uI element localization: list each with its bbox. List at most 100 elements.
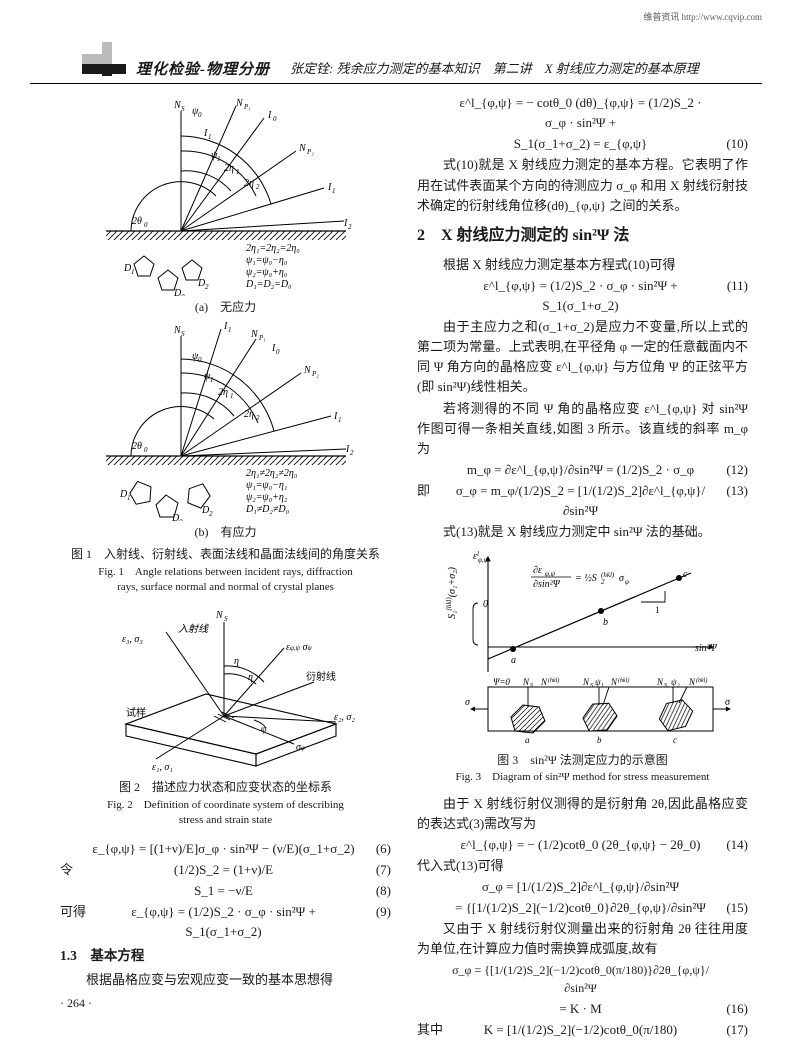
- svg-text:I: I: [267, 110, 272, 121]
- svg-text:P₁: P₁: [258, 334, 266, 342]
- svg-text:S: S: [224, 615, 228, 623]
- svg-text:ψ₁: ψ₁: [595, 677, 604, 687]
- svg-text:P₂: P₂: [311, 370, 319, 378]
- svg-text:a: a: [511, 655, 516, 666]
- eq-11: ε^l_{φ,ψ} = (1/2)S_2 · σ_φ · sin²Ψ + S_1…: [417, 276, 748, 316]
- content-area: NS ψ0 NP₁ I0 I1 ψ1 2η1 2η2 NP₂ I1 I2 2θ0…: [60, 92, 748, 1019]
- svg-text:b: b: [603, 617, 608, 628]
- svg-text:2: 2: [209, 510, 213, 518]
- svg-text:2η: 2η: [244, 178, 254, 189]
- svg-text:D₁=D₂=D₀: D₁=D₂=D₀: [245, 279, 292, 290]
- fig1-caption-cn: 图 1 入射线、衍射线、表面法线和晶面法线间的角度关系: [60, 545, 391, 564]
- svg-text:2: 2: [205, 283, 209, 291]
- section-1-3-heading: 1.3 基本方程: [60, 946, 391, 967]
- header-title: 张定铨: 残余应力测定的基本知识 第二讲 X 射线应力测定的基本原理: [290, 58, 762, 77]
- svg-text:0: 0: [273, 115, 277, 123]
- svg-text:1: 1: [236, 168, 240, 176]
- svg-text:2η: 2η: [244, 409, 254, 420]
- svg-text:σ: σ: [465, 697, 471, 708]
- svg-text:N: N: [303, 365, 312, 376]
- fig2-caption-en1: Fig. 2 Definition of coordinate system o…: [60, 798, 391, 812]
- eq-9: 可得 ε_{φ,ψ} = (1/2)S_2 · σ_φ · sin²Ψ + S_…: [60, 902, 391, 942]
- svg-text:b: b: [597, 735, 602, 745]
- left-column: NS ψ0 NP₁ I0 I1 ψ1 2η1 2η2 NP₂ I1 I2 2θ0…: [60, 92, 391, 1019]
- eq-12: m_φ = ∂ε^l_{φ,ψ}/∂sin²Ψ = (1/2)S_2 · σ_φ…: [417, 460, 748, 480]
- svg-text:1: 1: [208, 133, 212, 141]
- watermark-text: 维普资讯 http://www.cqvip.com: [643, 10, 762, 23]
- svg-text:2: 2: [256, 183, 260, 191]
- svg-text:P₂: P₂: [306, 148, 314, 156]
- svg-text:1: 1: [655, 605, 660, 615]
- svg-text:c: c: [683, 569, 688, 580]
- svg-text:1: 1: [228, 326, 232, 334]
- svg-text:1: 1: [230, 392, 234, 400]
- svg-text:N: N: [656, 677, 664, 687]
- logo-icon: [82, 42, 126, 76]
- svg-text:N: N: [298, 143, 307, 154]
- svg-text:ψ₂: ψ₂: [671, 677, 680, 687]
- figure-3: 1 εφ,ψl sin²Ψ a b c ∂εφ,ψ ∂sin²Ψ = ½S2(h…: [417, 547, 748, 747]
- svg-text:(hkl): (hkl): [548, 677, 559, 684]
- fig1b-sub: (b) 有应力: [195, 523, 257, 542]
- para-2c: 若将测得的不同 Ψ 角的晶格应变 ε^l_{φ,ψ} 对 sin²Ψ 作图可得一…: [417, 399, 748, 459]
- svg-text:φ: φ: [625, 578, 629, 586]
- svg-text:ψ₂=ψ₀+η₀: ψ₂=ψ₀+η₀: [246, 267, 288, 278]
- svg-text:1: 1: [131, 268, 135, 276]
- svg-text:ε₃, σ₃: ε₃, σ₃: [122, 634, 143, 645]
- page-header: 理化检验-物理分册 张定铨: 残余应力测定的基本知识 第二讲 X 射线应力测定的…: [30, 48, 762, 84]
- eq-15-line1: σ_φ = [1/(1/2)S_2]∂ε^l_{φ,ψ}/∂sin²Ψ: [417, 877, 748, 897]
- svg-text:S: S: [664, 683, 667, 689]
- svg-text:η: η: [234, 656, 239, 667]
- svg-text:0: 0: [483, 599, 488, 610]
- svg-text:1: 1: [332, 187, 336, 195]
- svg-text:N: N: [688, 677, 696, 687]
- svg-text:2: 2: [256, 414, 260, 422]
- svg-text:σ: σ: [725, 697, 731, 708]
- fig2-caption-en2: stress and strain state: [60, 813, 391, 827]
- svg-text:φ: φ: [261, 724, 267, 735]
- svg-text:ε₂, σ₂: ε₂, σ₂: [334, 712, 355, 723]
- svg-text:ψ₂=ψ₀+η₂: ψ₂=ψ₀+η₂: [246, 492, 288, 503]
- svg-text:2: 2: [348, 223, 352, 231]
- svg-text:σφ: σφ: [296, 742, 305, 753]
- para-2d: 式(13)就是 X 射线应力测定中 sin²Ψ 法的基础。: [417, 522, 748, 542]
- figure-1b: NS I1 NP₁ I0 ψ0 ψ1 2η1 2η2 NP₂ I1 I2 2θ0…: [60, 321, 391, 542]
- svg-text:η: η: [248, 672, 253, 683]
- svg-text:0: 0: [276, 348, 280, 356]
- para-after-15: 又由于 X 射线衍射仪测量出来的衍射角 2θ 往往用度为单位,在计算应力值时需换…: [417, 919, 748, 959]
- svg-text:0: 0: [144, 446, 148, 454]
- svg-text:c: c: [673, 735, 677, 745]
- fig1-caption-en2: rays, surface normal and normal of cryst…: [60, 580, 391, 594]
- para-2b: 由于主应力之和(σ_1+σ_2)是应力不变量,所以上式的第二项为常量。上式表明,…: [417, 317, 748, 398]
- eq-14: ε^l_{φ,ψ} = − (1/2)cotθ_0 (2θ_{φ,ψ} − 2θ…: [417, 835, 748, 855]
- svg-text:S: S: [181, 105, 185, 113]
- eq-10-line2: S_1(σ_1+σ_2) = ε_{φ,ψ} (10): [417, 134, 748, 154]
- svg-text:εφ,ψ σψ: εφ,ψ σψ: [286, 642, 312, 653]
- para-after-eq10: 式(10)就是 X 射线应力测定的基本方程。它表明了作用在试件表面某个方向的待测…: [417, 155, 748, 215]
- svg-text:0: 0: [181, 293, 185, 296]
- svg-text:N: N: [235, 98, 244, 109]
- svg-text:1: 1: [217, 155, 221, 163]
- fig1-caption-en1: Fig. 1 Angle relations between incident …: [60, 565, 391, 579]
- svg-text:(hkl): (hkl): [601, 571, 615, 579]
- svg-text:a: a: [525, 735, 530, 745]
- svg-text:ψ₁=ψ₀−η₁: ψ₁=ψ₀−η₁: [246, 480, 287, 491]
- svg-text:(hkl): (hkl): [618, 677, 629, 684]
- para-2a: 根据 X 射线应力测定基本方程式(10)可得: [417, 255, 748, 275]
- right-column: ε^l_{φ,ψ} = − cotθ_0 (dθ)_{φ,ψ} = (1/2)S…: [417, 92, 748, 1019]
- svg-text:P₁: P₁: [243, 103, 251, 111]
- svg-text:S₁(hkl)(σ₁+σ₂): S₁(hkl)(σ₁+σ₂): [445, 566, 458, 619]
- svg-text:入射线: 入射线: [178, 623, 209, 635]
- svg-text:0: 0: [144, 221, 148, 229]
- svg-text:S: S: [181, 330, 185, 338]
- masthead-text: 理化检验-物理分册: [136, 58, 270, 79]
- svg-text:N: N: [610, 677, 618, 687]
- eq-16-line1: σ_φ = {[1/(1/2)S_2](−1/2)cotθ_0(π/180)}∂…: [417, 961, 748, 998]
- svg-text:S: S: [530, 683, 533, 689]
- svg-text:2: 2: [601, 578, 605, 586]
- svg-text:1: 1: [338, 416, 342, 424]
- svg-text:N: N: [522, 677, 530, 687]
- eq-8: S_1 = −ν/E (8): [60, 881, 391, 901]
- svg-text:D₁≠D₂≠D₀: D₁≠D₂≠D₀: [245, 504, 290, 515]
- fig3-caption-cn: 图 3 sin²Ψ 法测定应力的示意图: [417, 751, 748, 770]
